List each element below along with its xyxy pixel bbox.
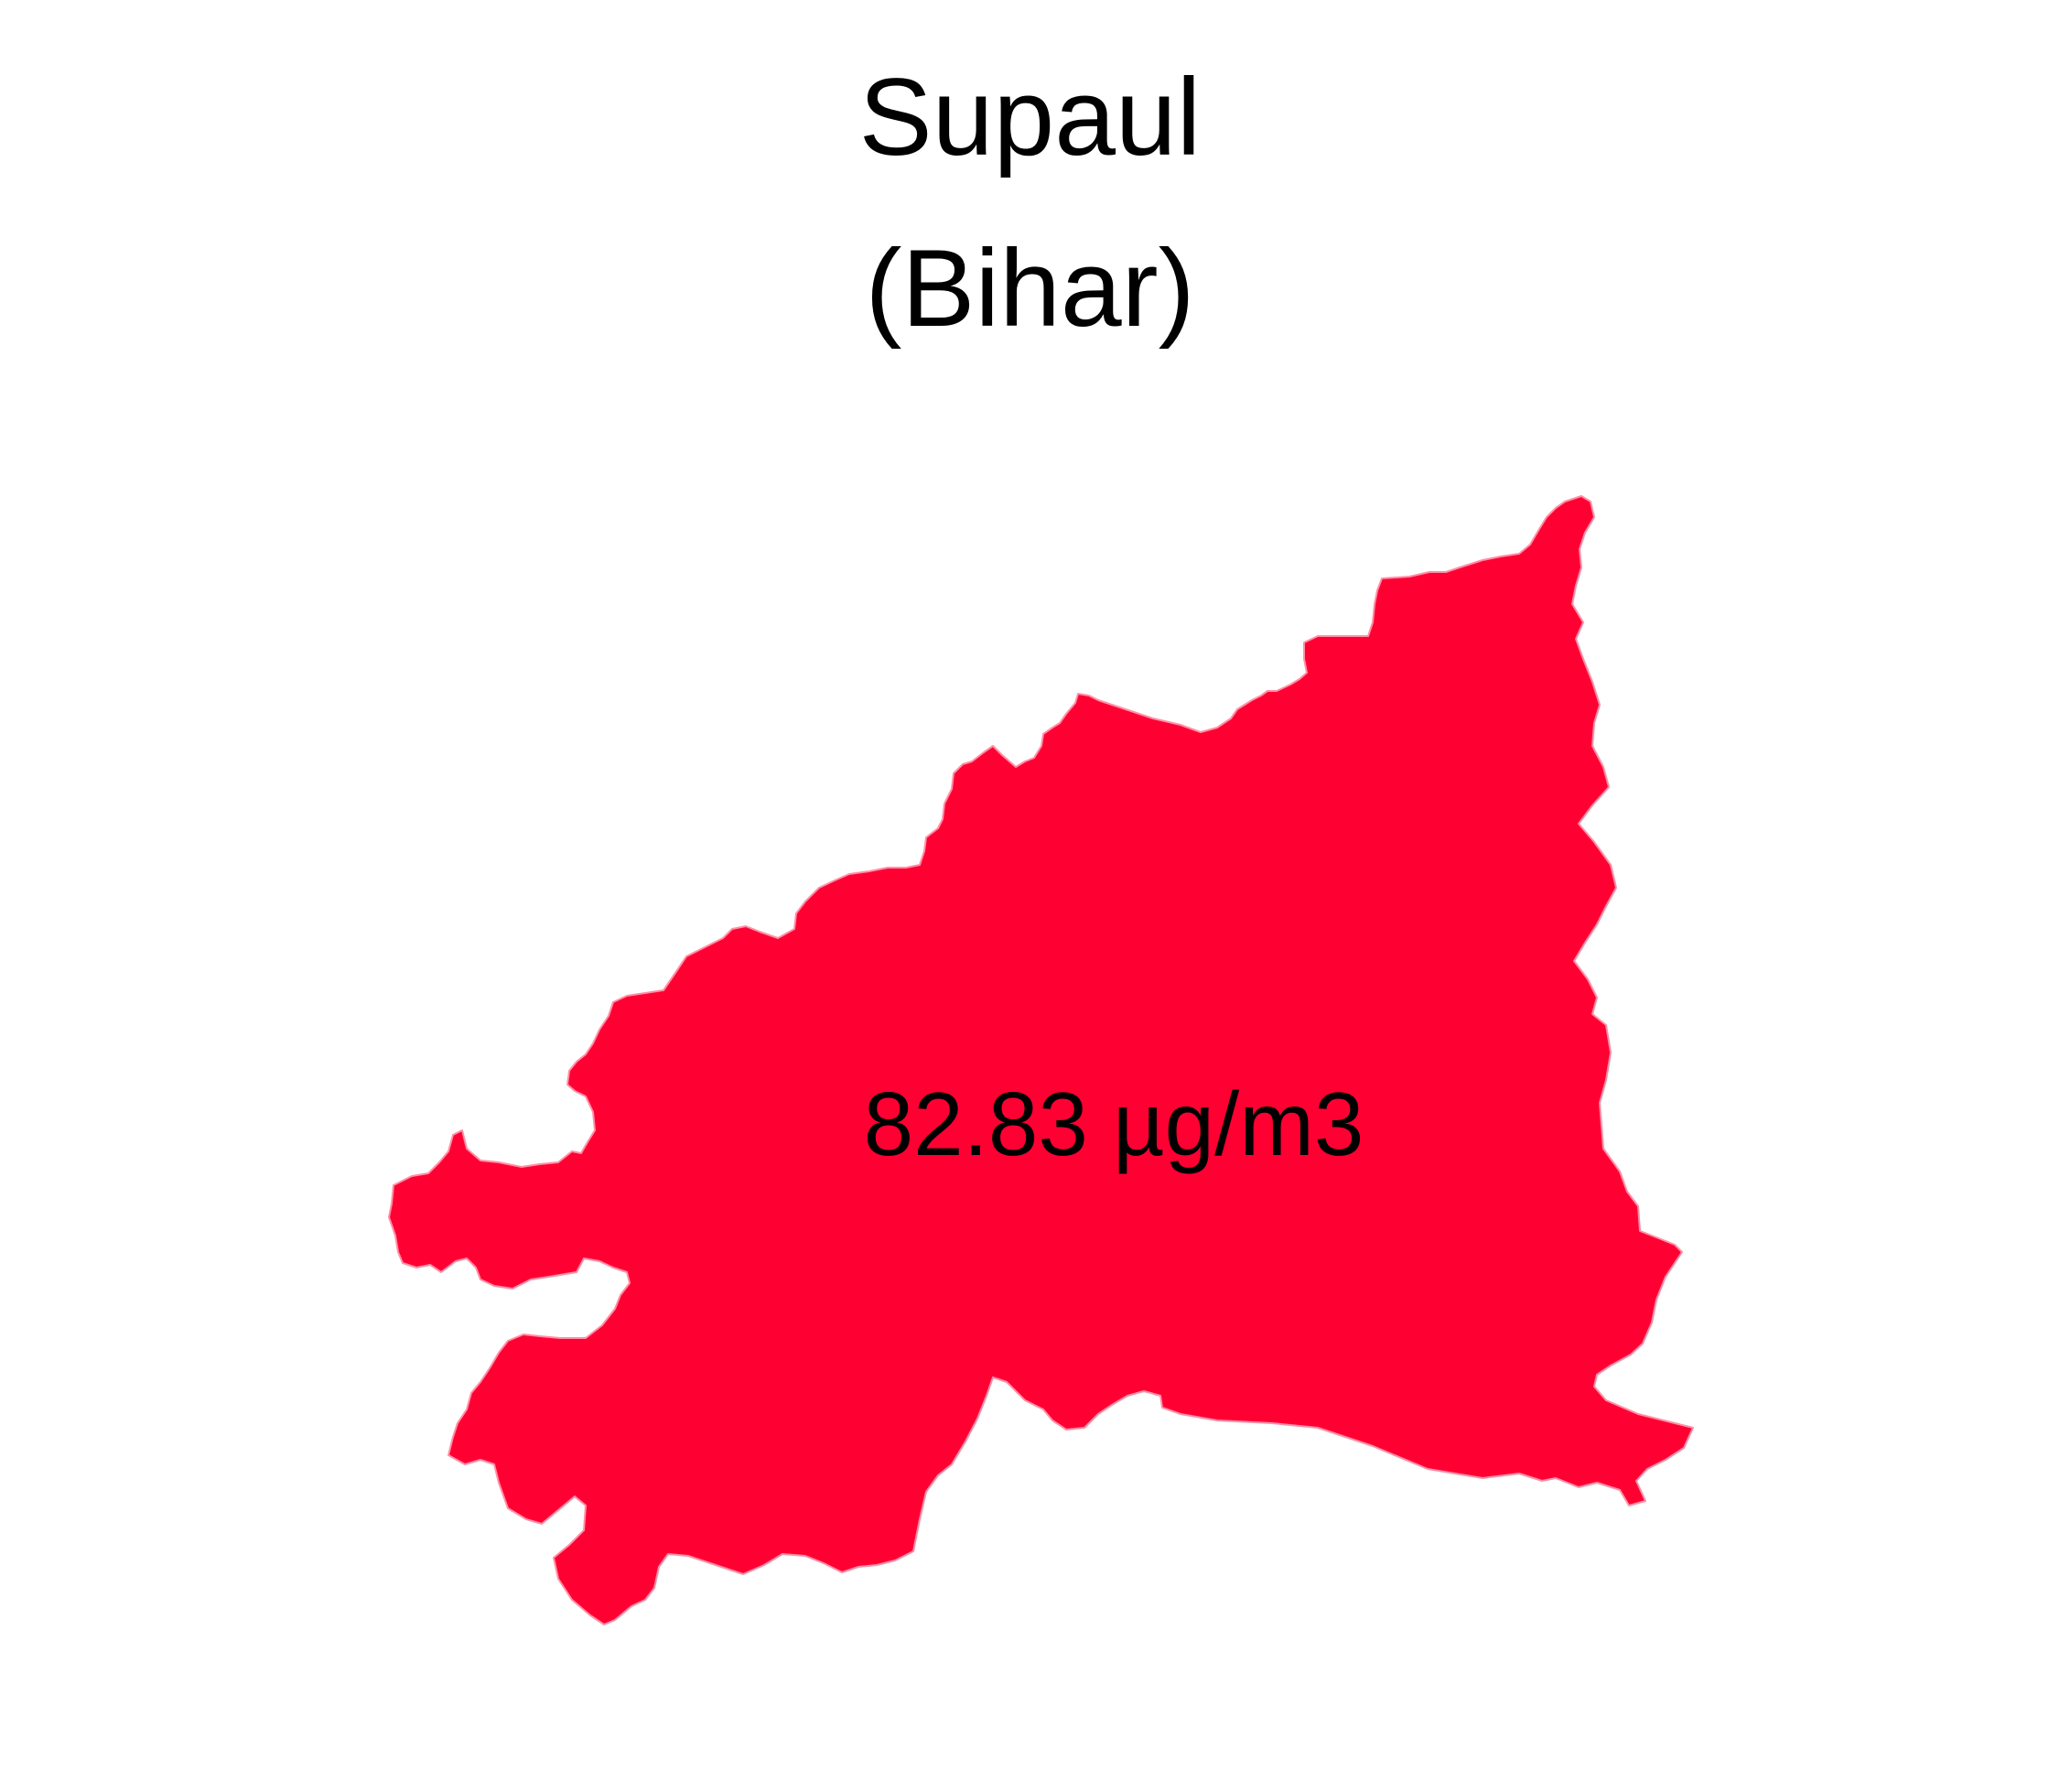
district-shape-supaul (388, 495, 1694, 1625)
title-district: Supaul (858, 56, 1202, 178)
title-state: (Bihar) (865, 227, 1195, 350)
pollution-value-label: 82.83 µg/m3 (864, 1074, 1364, 1174)
